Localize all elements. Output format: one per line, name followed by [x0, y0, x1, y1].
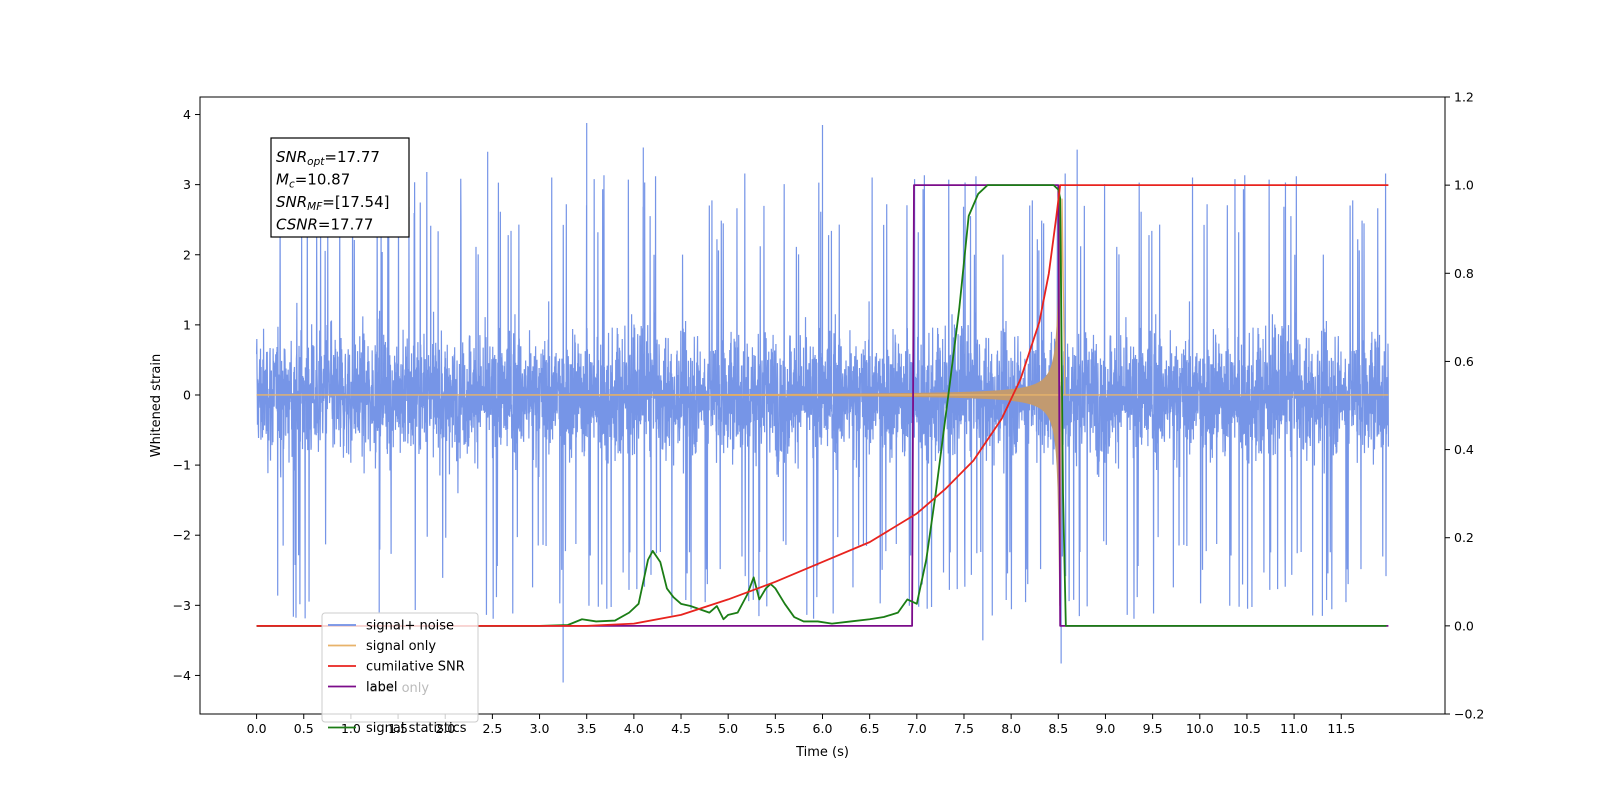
y-axis-label: Whitened strain — [149, 354, 164, 457]
annotation-line: Mc=10.87 — [276, 171, 350, 191]
annotation-line: SNRopt=17.77 — [276, 148, 380, 168]
y-left-tick-label: 2 — [183, 247, 191, 262]
x-tick-label: 0.0 — [247, 721, 267, 736]
series-layer — [255, 122, 1390, 683]
y-right-tick-label: 0.2 — [1454, 530, 1474, 545]
x-axis-label: Time (s) — [795, 745, 849, 760]
legend-label: signal only — [366, 639, 436, 654]
y-right-tick-label: 0.0 — [1454, 618, 1474, 633]
y-right-tick-label: 0.4 — [1454, 442, 1474, 457]
legend-frame — [321, 612, 479, 723]
x-tick-label: 2.5 — [482, 721, 502, 736]
x-tick-label: 7.5 — [954, 721, 974, 736]
x-tick-label: 6.5 — [860, 721, 880, 736]
y-left-tick-label: 4 — [183, 107, 191, 122]
legend: label only signal+ noise signal only cumila… — [321, 612, 479, 736]
y-left-tick-label: 1 — [183, 317, 191, 332]
y-right-tick-label: 0.6 — [1454, 354, 1474, 369]
y-left-tick-label: −4 — [173, 668, 191, 683]
annotation-line: SNRMF=[17.54] — [276, 193, 390, 213]
x-tick-label: 3.0 — [530, 721, 550, 736]
series-signal-statistics-line — [256, 184, 1387, 627]
legend-label: signal+ noise — [366, 619, 454, 634]
x-tick-label: 4.5 — [671, 721, 691, 736]
x-tick-label: 9.0 — [1096, 721, 1116, 736]
y-right-tick-label: 1.0 — [1454, 178, 1474, 193]
x-tick-label: 10.5 — [1233, 721, 1261, 736]
x-tick-label: 10.0 — [1186, 721, 1214, 736]
y-right-tick-label: −0.2 — [1454, 707, 1484, 722]
series-signal-only-merger — [1059, 198, 1066, 599]
x-tick-label: 6.0 — [813, 721, 833, 736]
x-tick-label: 11.0 — [1280, 721, 1308, 736]
legend-label: cumilative SNR — [366, 660, 465, 675]
legend-label: label — [366, 680, 397, 695]
series-signal-noise-line — [255, 122, 1390, 683]
x-tick-label: 1.0 — [341, 721, 361, 736]
x-tick-label: 4.0 — [624, 721, 644, 736]
y-left-tick-label: 3 — [183, 177, 191, 192]
x-tick-label: 1.5 — [388, 721, 408, 736]
x-tick-label: 2.0 — [435, 721, 455, 736]
x-tick-label: 8.5 — [1048, 721, 1068, 736]
annotation-line: CSNR=17.77 — [276, 216, 373, 234]
annotation-frame — [270, 137, 410, 238]
series-cumulative-snr-line — [256, 184, 1389, 627]
x-tick-label: 7.0 — [907, 721, 927, 736]
legend-label-hidden: label only — [366, 681, 429, 696]
y-right-tick-label: 0.8 — [1454, 266, 1474, 281]
legend-label: signal statistics — [366, 721, 467, 736]
x-tick-label: 8.0 — [1001, 721, 1021, 736]
y-right-tick-label: 1.2 — [1454, 90, 1474, 105]
y-left-tick-label: 0 — [183, 387, 191, 402]
x-tick-label: 9.5 — [1143, 721, 1163, 736]
y-left-tick-label: −3 — [173, 598, 191, 613]
x-tick-label: 0.5 — [294, 721, 314, 736]
x-tick-label: 5.5 — [765, 721, 785, 736]
x-tick-label: 3.5 — [577, 721, 597, 736]
axes-layer: 0.0 0.5 1.0 1.5 2.0 2.5 3.0 3.5 4.0 4.5 5.0 5.5 6.0 6… — [149, 90, 1484, 761]
y-left-tick-label: −1 — [173, 458, 191, 473]
x-tick-label: 5.0 — [718, 721, 738, 736]
y-left-tick-label: −2 — [173, 528, 191, 543]
x-tick-label: 11.5 — [1327, 721, 1355, 736]
